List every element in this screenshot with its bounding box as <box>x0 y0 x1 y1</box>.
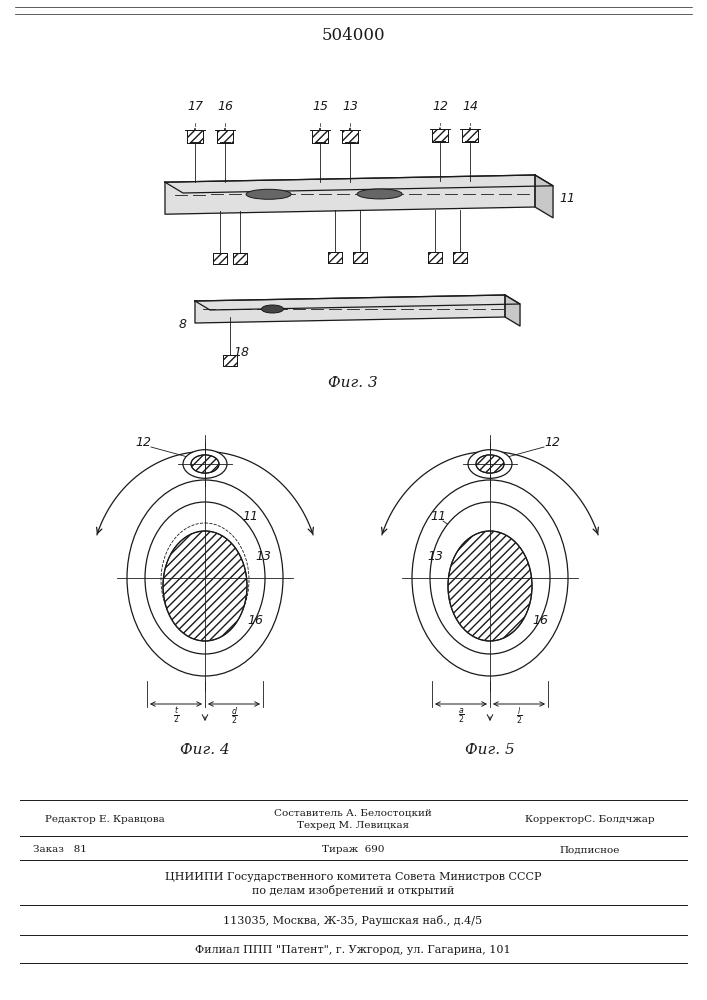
Text: 12: 12 <box>135 436 151 448</box>
Bar <box>453 252 467 263</box>
Text: Составитель А. Белостоцкий: Составитель А. Белостоцкий <box>274 808 432 818</box>
Bar <box>428 252 442 263</box>
Text: 11: 11 <box>559 192 575 205</box>
Text: КорректорС. Болдчжар: КорректорС. Болдчжар <box>525 816 655 824</box>
Ellipse shape <box>145 502 265 654</box>
Text: Техред М. Левицкая: Техред М. Левицкая <box>297 822 409 830</box>
Bar <box>428 252 442 263</box>
Polygon shape <box>165 175 553 193</box>
Text: 18: 18 <box>233 347 249 360</box>
Text: 16: 16 <box>532 613 548 626</box>
Text: 12: 12 <box>544 436 560 448</box>
Bar <box>432 129 448 142</box>
Text: 17: 17 <box>187 100 203 113</box>
Ellipse shape <box>262 305 284 313</box>
Bar <box>312 130 328 143</box>
Bar <box>223 355 237 366</box>
Bar <box>187 130 203 143</box>
Ellipse shape <box>468 450 512 478</box>
Text: 11: 11 <box>430 510 446 522</box>
Text: 16: 16 <box>217 100 233 113</box>
Text: 14: 14 <box>462 100 478 113</box>
Text: по делам изобретений и открытий: по делам изобретений и открытий <box>252 886 454 896</box>
Text: 16: 16 <box>247 613 263 626</box>
Text: 8: 8 <box>179 318 187 332</box>
Text: Редактор Е. Кравцова: Редактор Е. Кравцова <box>45 816 165 824</box>
Ellipse shape <box>191 455 219 473</box>
Bar <box>432 129 448 142</box>
Ellipse shape <box>448 531 532 641</box>
Text: Заказ   81: Заказ 81 <box>33 846 87 854</box>
Polygon shape <box>195 295 520 310</box>
Ellipse shape <box>246 189 291 199</box>
Bar <box>328 252 342 263</box>
Text: 113035, Москва, Ж-35, Раушская наб., д.4/5: 113035, Москва, Ж-35, Раушская наб., д.4… <box>223 914 483 926</box>
Text: Подписное: Подписное <box>560 846 620 854</box>
Bar <box>342 130 358 143</box>
Ellipse shape <box>430 502 550 654</box>
Polygon shape <box>165 175 535 214</box>
Text: $\frac{l}{2}$: $\frac{l}{2}$ <box>515 705 522 727</box>
Bar <box>233 253 247 264</box>
Text: $\frac{t}{2}$: $\frac{t}{2}$ <box>173 706 180 726</box>
Ellipse shape <box>357 189 402 199</box>
Text: Тираж  690: Тираж 690 <box>322 846 384 854</box>
Text: 13: 13 <box>427 550 443 562</box>
Text: ЦНИИПИ Государственного комитета Совета Министров СССР: ЦНИИПИ Государственного комитета Совета … <box>165 872 542 882</box>
Text: 13: 13 <box>255 550 271 562</box>
Text: Фиг. 3: Фиг. 3 <box>328 376 378 390</box>
Text: 11: 11 <box>242 510 258 522</box>
Bar <box>462 129 478 142</box>
Text: Фиг. 5: Фиг. 5 <box>465 743 515 757</box>
Ellipse shape <box>127 480 283 676</box>
Bar <box>217 130 233 143</box>
Text: Фиг. 4: Фиг. 4 <box>180 743 230 757</box>
Bar <box>213 253 227 264</box>
Text: $\frac{d}{2}$: $\frac{d}{2}$ <box>230 705 238 727</box>
Bar <box>213 253 227 264</box>
Bar <box>453 252 467 263</box>
Text: 15: 15 <box>312 100 328 113</box>
Bar <box>462 129 478 142</box>
Ellipse shape <box>412 480 568 676</box>
Text: 13: 13 <box>342 100 358 113</box>
Text: $\frac{a}{2}$: $\frac{a}{2}$ <box>457 707 464 725</box>
Bar <box>187 130 203 143</box>
Ellipse shape <box>183 450 227 478</box>
Text: Филиал ППП "Патент", г. Ужгород, ул. Гагарина, 101: Филиал ППП "Патент", г. Ужгород, ул. Гаг… <box>195 945 511 955</box>
Text: 504000: 504000 <box>321 27 385 44</box>
Polygon shape <box>535 175 553 218</box>
Bar <box>353 252 367 263</box>
Bar <box>312 130 328 143</box>
Bar <box>328 252 342 263</box>
Polygon shape <box>505 295 520 326</box>
Ellipse shape <box>476 455 504 473</box>
Bar <box>217 130 233 143</box>
Bar <box>342 130 358 143</box>
Bar <box>223 355 237 366</box>
Bar <box>353 252 367 263</box>
Bar <box>233 253 247 264</box>
Ellipse shape <box>163 531 247 641</box>
Text: 12: 12 <box>432 100 448 113</box>
Polygon shape <box>195 295 505 323</box>
